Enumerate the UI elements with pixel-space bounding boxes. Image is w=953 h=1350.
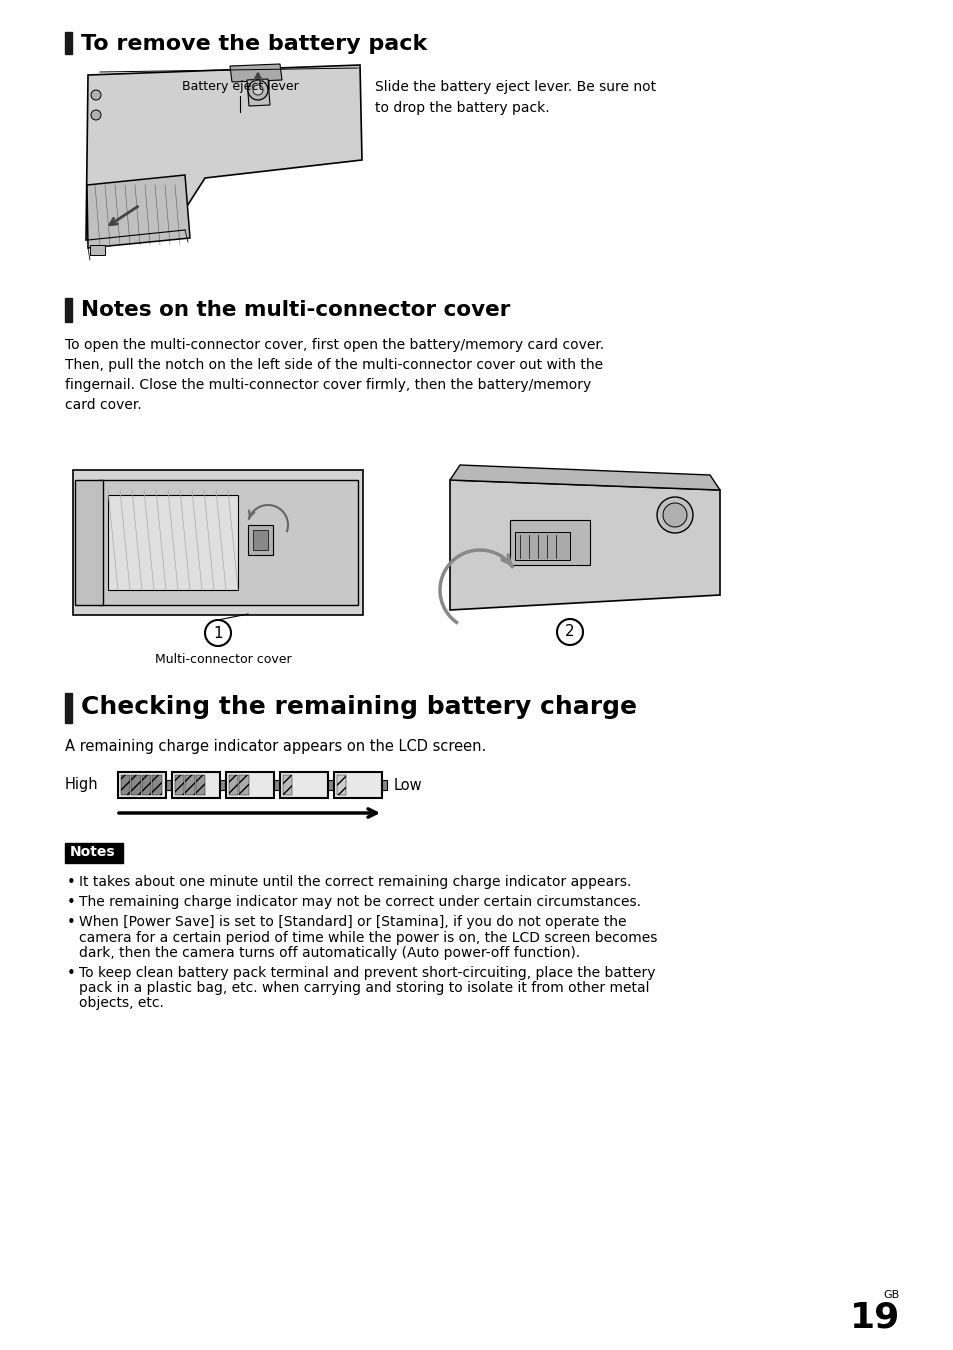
Bar: [220, 780, 225, 790]
Text: To keep clean battery pack terminal and prevent short-circuiting, place the batt: To keep clean battery pack terminal and …: [79, 967, 655, 980]
Circle shape: [91, 90, 101, 100]
Bar: [274, 780, 278, 790]
Bar: [510, 520, 589, 566]
Circle shape: [657, 497, 692, 533]
Bar: [239, 775, 249, 795]
Text: When [Power Save] is set to [Standard] or [Stamina], if you do not operate the: When [Power Save] is set to [Standard] o…: [79, 915, 626, 929]
Bar: [132, 775, 141, 795]
Polygon shape: [86, 65, 361, 240]
Text: Battery eject lever: Battery eject lever: [181, 80, 298, 93]
Bar: [280, 772, 328, 798]
Bar: [334, 772, 381, 798]
Circle shape: [91, 109, 101, 120]
Text: Low: Low: [394, 778, 422, 792]
Bar: [73, 470, 363, 616]
Polygon shape: [450, 481, 720, 610]
Circle shape: [557, 620, 582, 645]
Text: 1: 1: [213, 625, 223, 640]
Bar: [336, 775, 346, 795]
Text: Checking the remaining battery charge: Checking the remaining battery charge: [81, 695, 637, 720]
Bar: [172, 772, 220, 798]
Polygon shape: [87, 176, 190, 248]
Bar: [226, 772, 274, 798]
Text: camera for a certain period of time while the power is on, the LCD screen become: camera for a certain period of time whil…: [79, 930, 657, 945]
Text: Notes on the multi-connector cover: Notes on the multi-connector cover: [81, 300, 510, 320]
Bar: [152, 775, 162, 795]
Bar: [142, 775, 152, 795]
Polygon shape: [247, 80, 270, 107]
Bar: [90, 244, 105, 255]
Bar: [65, 693, 71, 724]
Text: Notes: Notes: [70, 845, 115, 859]
Bar: [229, 775, 238, 795]
Bar: [166, 780, 171, 790]
Polygon shape: [230, 63, 282, 82]
Text: •: •: [67, 895, 75, 910]
Bar: [195, 775, 205, 795]
Bar: [185, 775, 194, 795]
Text: Slide the battery eject lever. Be sure not
to drop the battery pack.: Slide the battery eject lever. Be sure n…: [375, 80, 656, 115]
Polygon shape: [450, 464, 720, 490]
Bar: [174, 775, 184, 795]
Bar: [328, 780, 333, 790]
Circle shape: [253, 85, 263, 94]
Text: objects, etc.: objects, etc.: [79, 996, 164, 1010]
Bar: [283, 775, 293, 795]
Text: High: High: [65, 778, 98, 792]
Text: GB: GB: [882, 1291, 899, 1300]
Bar: [381, 780, 387, 790]
Bar: [253, 531, 268, 549]
Text: •: •: [67, 967, 75, 981]
Bar: [65, 842, 123, 863]
Circle shape: [248, 80, 268, 100]
Text: •: •: [67, 875, 75, 890]
Text: •: •: [67, 915, 75, 930]
Text: pack in a plastic bag, etc. when carrying and storing to isolate it from other m: pack in a plastic bag, etc. when carryin…: [79, 981, 649, 995]
Bar: [65, 298, 71, 323]
Bar: [118, 772, 166, 798]
Bar: [98, 481, 357, 605]
Text: 19: 19: [849, 1301, 899, 1335]
Bar: [121, 775, 131, 795]
Bar: [515, 532, 569, 560]
Circle shape: [662, 504, 686, 526]
Text: To remove the battery pack: To remove the battery pack: [81, 34, 427, 54]
Bar: [65, 32, 71, 54]
Text: The remaining charge indicator may not be correct under certain circumstances.: The remaining charge indicator may not b…: [79, 895, 640, 909]
Bar: [248, 525, 273, 555]
Text: 2: 2: [564, 625, 575, 640]
Text: It takes about one minute until the correct remaining charge indicator appears.: It takes about one minute until the corr…: [79, 875, 631, 890]
Text: Multi-connector cover: Multi-connector cover: [154, 653, 291, 666]
Polygon shape: [75, 481, 103, 605]
Bar: [108, 495, 237, 590]
Circle shape: [205, 620, 231, 647]
Text: To open the multi-connector cover, first open the battery/memory card cover.
The: To open the multi-connector cover, first…: [65, 338, 603, 412]
Text: A remaining charge indicator appears on the LCD screen.: A remaining charge indicator appears on …: [65, 738, 486, 755]
Text: dark, then the camera turns off automatically (Auto power-off function).: dark, then the camera turns off automati…: [79, 946, 579, 960]
